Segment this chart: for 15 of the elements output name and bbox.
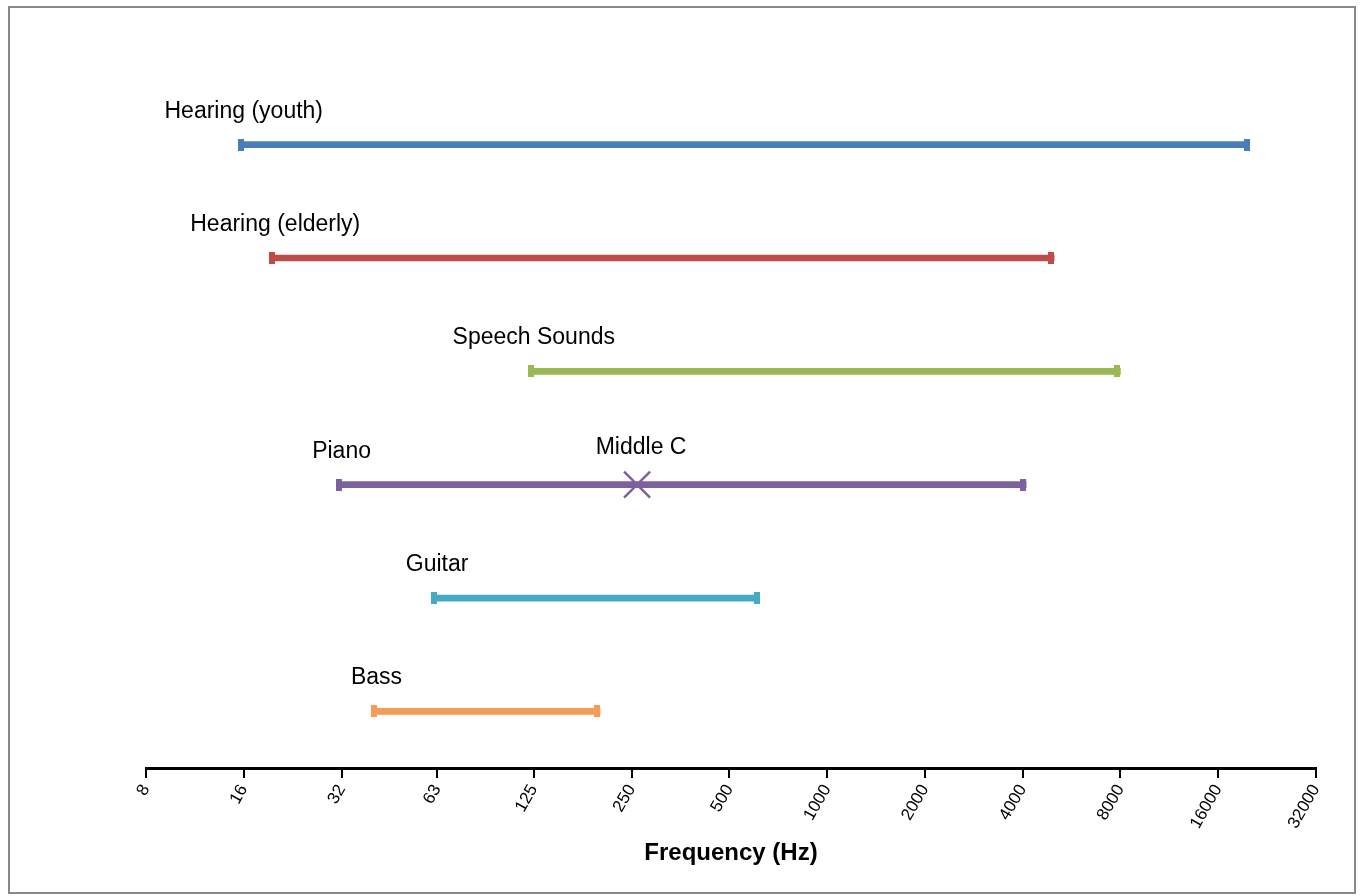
x-tick-label: 500 [706, 781, 737, 816]
x-tick-label: 125 [510, 781, 542, 816]
x-tick-label: 250 [608, 781, 640, 816]
x-tick-label: 32 [323, 781, 350, 807]
y-tick-label: Guitar [405, 549, 469, 576]
y-tick-label: Speech Sounds [452, 323, 615, 350]
x-tick-label: 63 [418, 781, 445, 807]
y-tick-label: Piano [312, 436, 371, 463]
x-tick-label: 8 [132, 781, 154, 799]
x-tick-label: 16 [225, 781, 252, 807]
y-tick-label: Bass [350, 663, 403, 690]
annotation: Middle C [595, 432, 687, 459]
x-axis-title: Frequency (Hz) [644, 838, 818, 866]
y-tick-label: Hearing (elderly) [190, 209, 361, 236]
y-tick-label: Hearing (youth) [164, 96, 324, 123]
